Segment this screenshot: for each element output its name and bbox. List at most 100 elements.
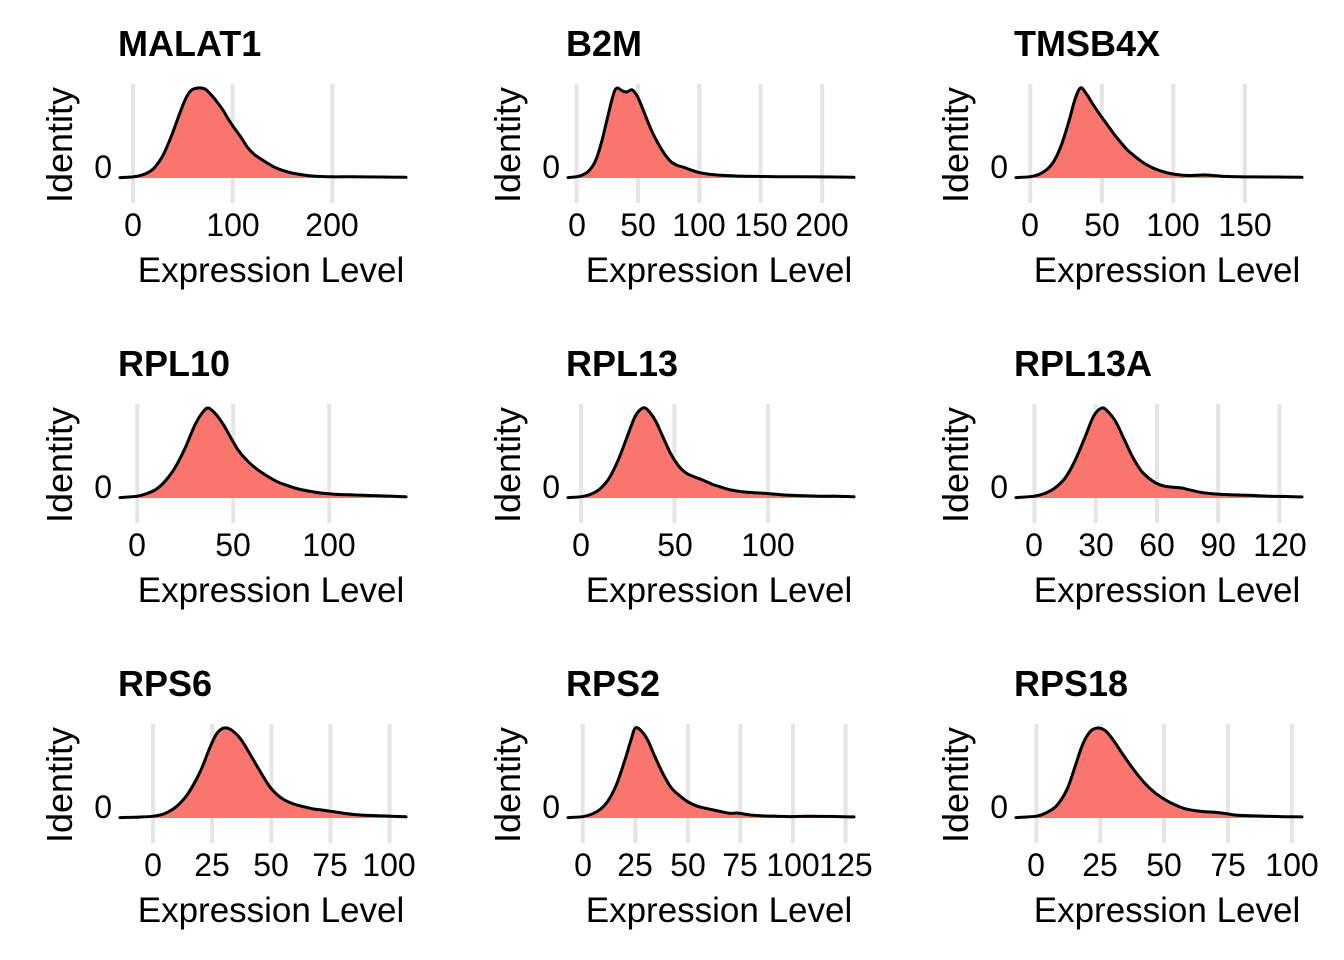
ridge-panel-RPS6: RPS6 Identity 0 0 25 50 75 100 Expression Level [0, 640, 448, 960]
density-plot-RPL13A [1014, 404, 1304, 523]
density-curve [566, 406, 856, 500]
panel-title-RPS18: RPS18 [1014, 663, 1129, 704]
x-tick-label-90: 90 [1200, 527, 1236, 563]
density-curve [566, 726, 856, 820]
ridge-panel-MALAT1: MALAT1 Identity 0 0 100 200 Expression Level [0, 0, 448, 320]
ridge-panel-RPL10: RPL10 Identity 0 0 50 100 Expression Level [0, 320, 448, 640]
x-tick-label-25: 25 [194, 847, 230, 883]
x-tick-label-50: 50 [657, 527, 693, 563]
x-tick-label-100: 100 [672, 207, 726, 243]
density-fill [120, 87, 406, 178]
x-tick-label-0: 0 [124, 207, 142, 243]
density-fill [568, 727, 854, 818]
x-tick-label-100: 100 [1146, 207, 1200, 243]
x-axis-title: Expression Level [1033, 891, 1301, 930]
density-curve [1014, 406, 1304, 500]
y-axis-title: Identity [487, 86, 528, 204]
panel-title-RPL13: RPL13 [566, 343, 679, 384]
y-tick-label: 0 [94, 149, 112, 185]
x-axis-title: Expression Level [137, 251, 405, 290]
x-tick-label-150: 150 [1218, 207, 1272, 243]
density-plot-RPS18 [1014, 724, 1304, 843]
x-tick-label-50: 50 [1146, 847, 1182, 883]
density-fill [120, 407, 406, 498]
density-fill [120, 727, 406, 818]
density-plot-RPS2 [566, 724, 856, 843]
density-plot-RPL10 [118, 404, 408, 523]
x-tick-label-100: 100 [302, 527, 356, 563]
y-axis-title: Identity [39, 86, 80, 204]
x-tick-label-100: 100 [741, 527, 795, 563]
x-tick-label-60: 60 [1139, 527, 1175, 563]
y-tick-label: 0 [990, 149, 1008, 185]
x-tick-label-0: 0 [574, 847, 592, 883]
x-tick-label-30: 30 [1078, 527, 1114, 563]
ridge-panel-RPL13A: RPL13A Identity 0 0 30 60 90 120 Expression Leve… [896, 320, 1344, 640]
x-axis-title: Expression Level [1033, 251, 1301, 290]
x-tick-label-50: 50 [620, 207, 656, 243]
y-tick-label: 0 [542, 469, 560, 505]
x-tick-label-0: 0 [1025, 527, 1043, 563]
x-tick-label-120: 120 [1253, 527, 1307, 563]
x-axis-title: Expression Level [585, 251, 853, 290]
x-axis-title: Expression Level [137, 891, 405, 930]
x-tick-label-50: 50 [253, 847, 289, 883]
panel-title-B2M: B2M [566, 23, 643, 64]
x-tick-label-0: 0 [128, 527, 146, 563]
y-axis-title: Identity [487, 406, 528, 524]
x-tick-label-100: 100 [1265, 847, 1319, 883]
density-fill [1016, 727, 1302, 818]
y-tick-label: 0 [542, 789, 560, 825]
x-axis-title: Expression Level [585, 891, 853, 930]
density-plot-RPL13 [566, 404, 856, 523]
y-axis-title: Identity [935, 406, 976, 524]
x-tick-label-75: 75 [312, 847, 348, 883]
density-fill [1016, 87, 1302, 178]
x-tick-label-100: 100 [362, 847, 416, 883]
x-tick-label-0: 0 [1027, 847, 1045, 883]
x-tick-label-125: 125 [819, 847, 873, 883]
y-axis-title: Identity [935, 86, 976, 204]
x-tick-label-75: 75 [722, 847, 758, 883]
x-tick-label-100: 100 [766, 847, 820, 883]
y-tick-label: 0 [542, 149, 560, 185]
ridge-panel-B2M: B2M Identity 0 0 50 100 150 200 Expression Level [448, 0, 896, 320]
x-tick-label-50: 50 [215, 527, 251, 563]
x-tick-label-0: 0 [568, 207, 586, 243]
density-curve [1014, 86, 1304, 180]
x-tick-label-75: 75 [1210, 847, 1246, 883]
panel-title-RPS6: RPS6 [118, 663, 213, 704]
ridge-panel-RPL13: RPL13 Identity 0 0 50 100 Expression Level [448, 320, 896, 640]
density-plot-RPS6 [118, 724, 408, 843]
y-axis-title: Identity [487, 726, 528, 844]
density-plot-B2M [566, 84, 856, 203]
density-fill [568, 407, 854, 498]
density-fill [568, 87, 854, 178]
x-tick-label-50: 50 [1084, 207, 1120, 243]
x-tick-label-200: 200 [795, 207, 849, 243]
x-axis-title: Expression Level [585, 571, 853, 610]
panel-title-RPL10: RPL10 [118, 343, 231, 384]
ridge-panel-TMSB4X: TMSB4X Identity 0 0 50 100 150 Expression Level [896, 0, 1344, 320]
y-tick-label: 0 [990, 469, 1008, 505]
y-tick-label: 0 [990, 789, 1008, 825]
y-axis-title: Identity [39, 726, 80, 844]
x-tick-label-0: 0 [572, 527, 590, 563]
density-plot-MALAT1 [118, 84, 408, 203]
x-tick-label-100: 100 [206, 207, 260, 243]
x-tick-label-0: 0 [144, 847, 162, 883]
density-curve [118, 406, 408, 500]
y-axis-title: Identity [935, 726, 976, 844]
density-curve [1014, 726, 1304, 820]
x-tick-label-25: 25 [617, 847, 653, 883]
ridge-panel-RPS2: RPS2 Identity 0 0 25 50 75 100 125 Expression Lev… [448, 640, 896, 960]
panel-title-TMSB4X: TMSB4X [1014, 23, 1161, 64]
x-tick-label-0: 0 [1021, 207, 1039, 243]
panel-title-MALAT1: MALAT1 [118, 23, 262, 64]
panel-title-RPL13A: RPL13A [1014, 343, 1153, 384]
x-tick-label-50: 50 [670, 847, 706, 883]
density-curve [118, 86, 408, 180]
density-plot-TMSB4X [1014, 84, 1304, 203]
x-axis-title: Expression Level [1033, 571, 1301, 610]
